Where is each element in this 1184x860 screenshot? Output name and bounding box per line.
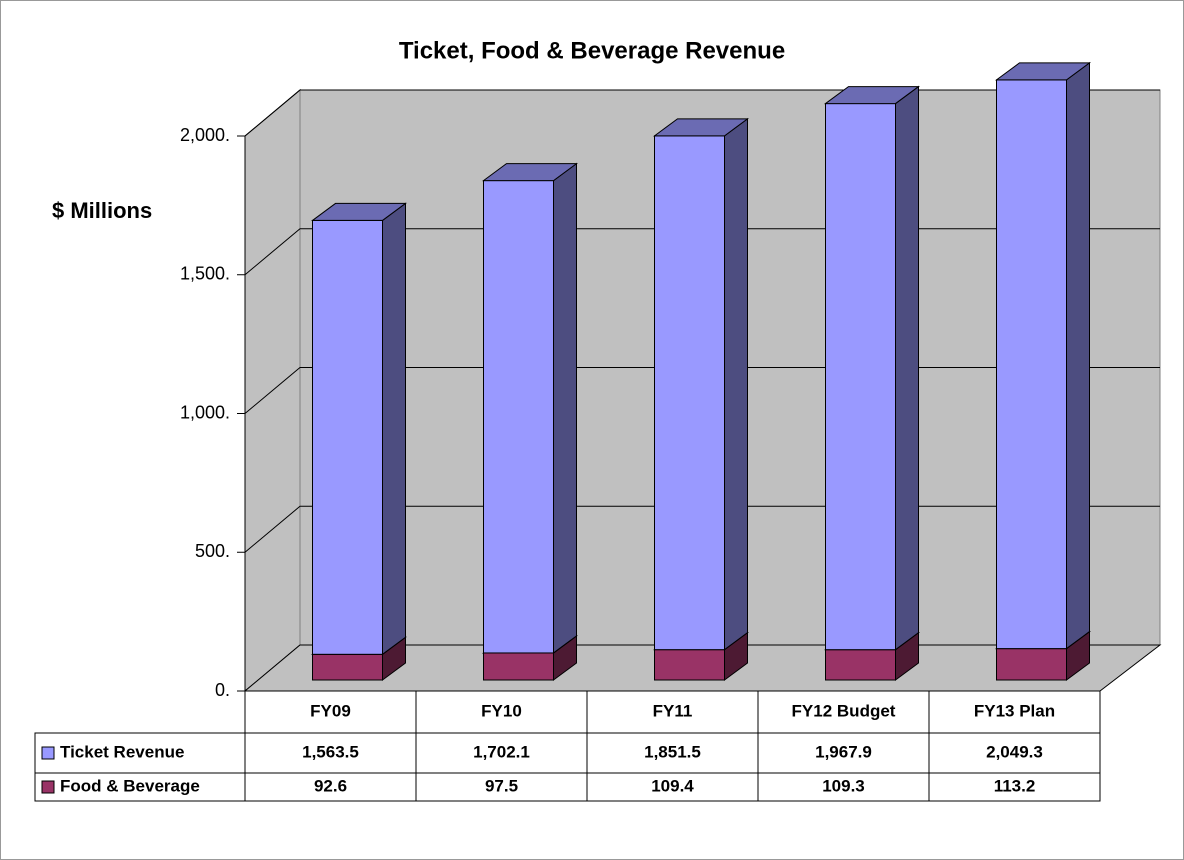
- bar-top: [652, 118, 750, 137]
- y-axis-label: $ Millions: [52, 198, 152, 223]
- bar-side: [724, 117, 748, 651]
- bar-top: [310, 202, 408, 221]
- bar-side: [553, 162, 577, 654]
- bar-top: [994, 62, 1092, 81]
- y-tick-label: 500.: [195, 541, 230, 561]
- bar-side: [1066, 61, 1090, 650]
- bar-top: [823, 86, 921, 105]
- data-label: 1,563.5: [302, 742, 359, 761]
- bar: [312, 219, 383, 655]
- bar: [654, 135, 725, 651]
- x-tick-label: FY10: [481, 701, 522, 720]
- y-tick-label: 1,500.: [180, 264, 230, 284]
- bar-side: [895, 85, 919, 651]
- bar: [483, 652, 554, 681]
- chart-title: Ticket, Food & Beverage Revenue: [399, 37, 785, 64]
- legend-swatch: [41, 780, 55, 794]
- data-label: 97.5: [485, 776, 518, 795]
- data-label: 1,967.9: [815, 742, 872, 761]
- bar: [996, 648, 1067, 681]
- x-tick-label: FY12 Budget: [792, 701, 896, 720]
- bar: [825, 103, 896, 651]
- data-label: 2,049.3: [986, 742, 1043, 761]
- bar-side: [382, 202, 406, 656]
- x-tick-label: FY13 Plan: [974, 701, 1055, 720]
- data-label: 1,702.1: [473, 742, 530, 761]
- bar-top: [481, 163, 579, 182]
- data-label: 109.4: [651, 776, 694, 795]
- x-tick-label: FY11: [653, 701, 693, 720]
- table-border: [34, 690, 1101, 802]
- bar: [483, 180, 554, 654]
- x-tick-label: FY09: [310, 701, 351, 720]
- legend-label: Food & Beverage: [60, 776, 200, 795]
- data-label: 109.3: [822, 776, 865, 795]
- data-label: 1,851.5: [644, 742, 701, 761]
- bar: [996, 79, 1067, 650]
- y-tick-label: 2,000.: [180, 125, 230, 145]
- bar: [654, 649, 725, 681]
- bar: [312, 653, 383, 681]
- y-tick-label: 0.: [215, 680, 230, 700]
- data-label: 92.6: [314, 776, 347, 795]
- bar: [825, 649, 896, 681]
- data-label: 113.2: [994, 776, 1036, 795]
- y-tick-label: 1,000.: [180, 402, 230, 422]
- legend-label: Ticket Revenue: [60, 742, 184, 761]
- legend-swatch: [41, 746, 55, 760]
